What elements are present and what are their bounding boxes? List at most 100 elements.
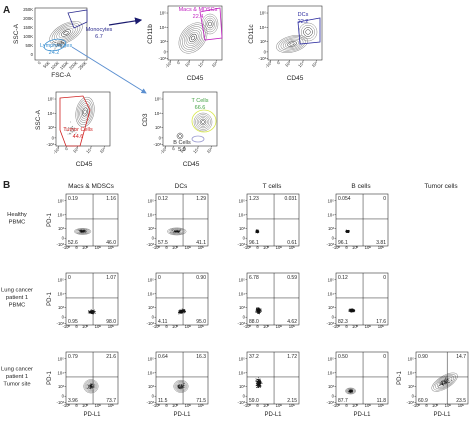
event-dot [255, 310, 257, 312]
x-tick-label: 10³ [82, 324, 89, 329]
x-tick-label: 10³ [72, 146, 80, 154]
y-tick-label: -10³ [238, 321, 246, 326]
y-tick-label: 10⁴ [160, 25, 167, 30]
x-tick-label: -10³ [332, 324, 340, 329]
x-tick-label: 250K [77, 60, 88, 71]
quadrant-ll: 82.3 [338, 319, 348, 325]
event-dot [181, 387, 183, 389]
x-tick-label: 10³ [263, 245, 270, 250]
event-dot [183, 383, 185, 385]
contour-line [346, 388, 355, 394]
quadrant-ul: 0.50 [338, 354, 348, 360]
event-dot [91, 384, 92, 386]
row-label-line: patient 1 [6, 295, 28, 301]
event-dot [64, 43, 66, 45]
event-dot [256, 387, 258, 389]
y-tick-label: 0 [52, 135, 55, 140]
x-tick-label: -10³ [62, 403, 70, 408]
event-dot [93, 383, 95, 385]
t-cells-value: 66.6 [195, 105, 206, 111]
contour-line [285, 40, 299, 48]
contour-set [176, 132, 184, 140]
event-dot [257, 386, 259, 387]
quadrant-ul: 0.64 [158, 354, 168, 360]
quadrant-ur: 1.16 [106, 196, 116, 202]
x-tick-label: 10³ [82, 245, 89, 250]
y-tick-label: 10⁴ [148, 212, 155, 217]
x-tick-label: 10⁴ [192, 146, 200, 154]
plot-frame [335, 193, 389, 247]
y-tick-label: 0 [332, 315, 335, 320]
event-dot [354, 310, 355, 312]
quadrant-ll: 87.7 [338, 398, 348, 404]
event-dot [258, 310, 259, 311]
event-dot [61, 44, 63, 46]
event-dot [62, 43, 64, 45]
event-cloud [170, 229, 181, 234]
contour-line [86, 382, 96, 391]
quadrant-lr: 2.15 [287, 398, 297, 404]
event-dot [256, 379, 257, 381]
row-label-line: Healthy [7, 212, 27, 218]
event-dot [171, 230, 173, 232]
event-dot [438, 386, 440, 388]
x-tick-label: 10⁴ [365, 403, 372, 408]
lymphocytes-gate [43, 38, 67, 52]
event-dot [179, 229, 181, 231]
y-tick-label: 10⁴ [239, 212, 246, 217]
event-dot [346, 231, 348, 233]
event-dot [74, 133, 76, 135]
event-dot [62, 42, 64, 44]
event-dot [180, 386, 182, 388]
event-dot [351, 309, 353, 311]
event-dot [178, 310, 180, 312]
contour-line [85, 381, 97, 392]
event-dot [54, 45, 56, 47]
x-tick-label: -10³ [62, 245, 70, 250]
quadrant-ul: 6.78 [249, 275, 259, 281]
plot-frame [335, 351, 389, 405]
event-dot [447, 378, 449, 380]
event-dot [90, 312, 92, 314]
event-dot [258, 312, 260, 314]
x-tick-label: 10⁵ [198, 245, 205, 250]
event-dot [90, 311, 92, 313]
event-dot [261, 310, 263, 312]
event-dot [178, 388, 180, 389]
y-tick-label: 10⁵ [58, 356, 65, 361]
event-dot [351, 391, 353, 392]
contour-line [77, 229, 88, 234]
plot-frame [246, 193, 300, 247]
y-tick-label: 10⁵ [239, 277, 246, 282]
column-header: T cells [263, 183, 282, 190]
event-dot [177, 231, 179, 233]
x-axis-label: PD-L1 [264, 412, 282, 418]
quadrant-lr: 73.7 [106, 398, 116, 404]
y-tick-label: 10⁴ [328, 370, 335, 375]
event-dot [89, 384, 91, 386]
plot-frame [65, 193, 119, 247]
x-tick-label: 10⁴ [297, 60, 305, 68]
event-dot [54, 42, 56, 43]
event-cloud [345, 229, 350, 234]
event-dot [71, 126, 73, 128]
b-cells-value: 5.9 [178, 147, 186, 153]
contour-line [74, 228, 92, 235]
y-tick-label: -10³ [259, 56, 267, 61]
event-dot [67, 133, 69, 135]
y-tick-label: -10³ [238, 400, 246, 405]
event-dot [179, 385, 181, 387]
y-tick-label: 10³ [328, 384, 335, 389]
y-axis-label: PD-1 [47, 371, 53, 385]
x-tick-label: 10⁴ [276, 403, 283, 408]
event-dot [60, 42, 62, 44]
event-dot [352, 311, 354, 312]
x-tick-label: 0 [256, 245, 259, 250]
event-dot [257, 232, 259, 233]
event-dot [438, 385, 440, 387]
x-tick-label: -10³ [152, 324, 160, 329]
